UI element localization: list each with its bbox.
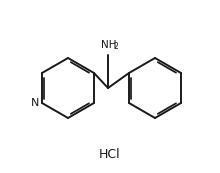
Text: NH: NH (101, 40, 117, 50)
Text: 2: 2 (113, 42, 118, 51)
Text: N: N (31, 98, 39, 108)
Text: HCl: HCl (99, 148, 121, 162)
